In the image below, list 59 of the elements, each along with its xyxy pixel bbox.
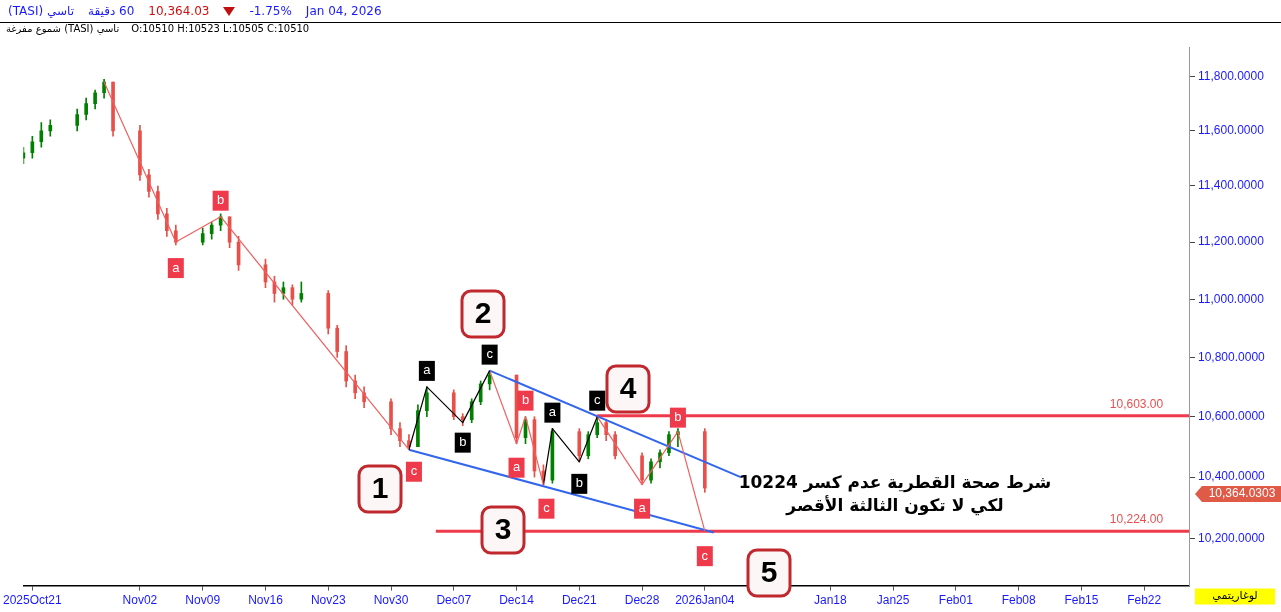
- annotation: a: [638, 500, 647, 516]
- annotation: a: [548, 404, 557, 420]
- y-tick-label: 11,400.0000: [1198, 178, 1265, 193]
- y-tick-label: 11,200.0000: [1198, 234, 1265, 249]
- text: 10,364.03: [148, 4, 210, 18]
- annotation: لكي لا تكون الثالثة الأقصر: [785, 495, 1004, 517]
- annotation: b: [217, 192, 225, 208]
- annotation: 5: [760, 555, 778, 589]
- x-tick-label: Nov23: [310, 593, 346, 608]
- annotation: a: [423, 362, 432, 378]
- x-tick-label: Dec28: [624, 593, 660, 608]
- annotation: b: [459, 434, 467, 450]
- x-tick-label: Nov16: [248, 593, 284, 608]
- x-tick-label: Feb01: [938, 593, 974, 608]
- x-tick-label: Nov09: [185, 593, 221, 608]
- annotation: شرط صحة القطرية عدم كسر 10224: [738, 472, 1052, 494]
- text: O:10510 H:10523 L:10505 C:10510: [131, 23, 310, 36]
- annotation: b: [575, 475, 583, 491]
- text: 60 دقيقة: [88, 4, 135, 18]
- x-tick-label: 2026Jan04: [675, 593, 735, 608]
- annotation: 2: [474, 296, 492, 330]
- text: لوغاريتمي: [1212, 589, 1258, 603]
- annotation: b: [674, 409, 682, 425]
- y-tick-label: 11,600.0000: [1198, 123, 1265, 138]
- x-tick-label: Dec14: [499, 593, 535, 608]
- y-tick-label: 10,200.0000: [1198, 530, 1266, 545]
- x-tick-label: Feb08: [1001, 593, 1036, 608]
- annotation: c: [543, 500, 551, 516]
- y-tick-label: 11,800.0000: [1198, 68, 1265, 83]
- annotation: c: [701, 547, 709, 563]
- text: 10,364.0303: [1208, 486, 1276, 501]
- x-tick-label: Nov02: [122, 593, 158, 608]
- annotation: 1: [371, 471, 389, 505]
- x-tick-label: Dec07: [436, 593, 472, 608]
- annotation: 3: [494, 512, 512, 546]
- annotation: 10,224.00: [1109, 512, 1164, 527]
- annotation: c: [410, 463, 418, 479]
- x-tick-label: Jan25: [876, 593, 910, 608]
- y-tick-label: 10,800.0000: [1198, 349, 1266, 364]
- x-tick-label: 2025Oct21: [3, 593, 63, 608]
- x-tick-label: Jan18: [814, 593, 848, 608]
- annotation: c: [593, 392, 601, 408]
- text: -1.75%: [249, 4, 292, 18]
- text: تاسي (TASI) شموع مفرغة: [6, 23, 120, 37]
- annotation: b: [521, 392, 530, 408]
- text: تاسي (TASI): [8, 4, 75, 18]
- y-tick-label: 10,400.0000: [1198, 469, 1266, 484]
- x-tick-label: Nov30: [373, 593, 409, 608]
- annotation: c: [486, 346, 494, 362]
- annotation: 4: [619, 371, 637, 405]
- x-tick-label: Feb15: [1064, 593, 1099, 608]
- text: Jan 04, 2026: [305, 4, 382, 18]
- x-tick-label: Dec21: [561, 593, 597, 608]
- y-tick-label: 11,000.0000: [1198, 291, 1265, 306]
- annotation: a: [512, 459, 521, 475]
- y-tick-label: 10,600.0000: [1198, 408, 1266, 423]
- x-tick-label: Feb22: [1127, 593, 1162, 608]
- annotation: 10,603.00: [1109, 397, 1164, 412]
- annotation: a: [172, 259, 181, 275]
